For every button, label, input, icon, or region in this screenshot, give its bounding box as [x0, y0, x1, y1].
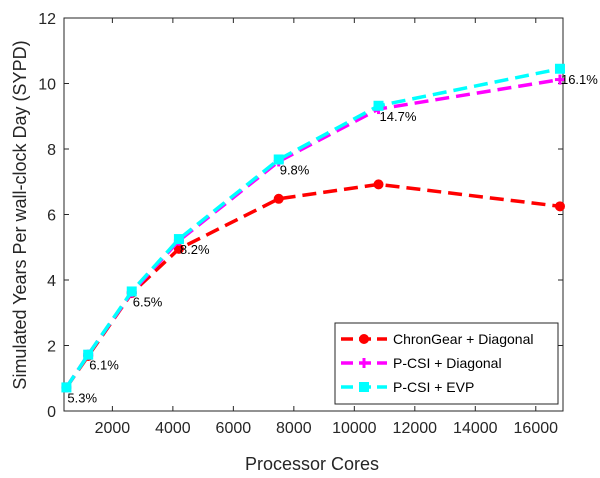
data-point	[554, 74, 565, 85]
y-tick-label: 0	[47, 404, 56, 421]
data-point	[554, 63, 565, 74]
y-axis-label: Simulated Years Per wall-clock Day (SYPD…	[10, 40, 30, 389]
x-axis-ticks: 2000 4000 6000 8000 10000 12000 14000 16000	[95, 18, 559, 437]
x-tick-label: 10000	[332, 420, 377, 437]
annotation-layer: 5.3% 6.1% 6.5% 8.2% 9.8% 14.7% 16.1%	[67, 72, 598, 406]
data-point	[273, 193, 284, 204]
data-point	[61, 382, 72, 393]
x-tick-label: 4000	[155, 420, 191, 437]
x-tick-label: 14000	[453, 420, 498, 437]
legend-label: ChronGear + Diagonal	[393, 331, 533, 347]
x-axis-label: Processor Cores	[245, 454, 379, 474]
data-point	[373, 179, 384, 190]
legend-marker	[359, 334, 369, 344]
point-annotation: 9.8%	[280, 162, 310, 177]
legend-marker	[359, 358, 369, 368]
y-tick-label: 12	[38, 11, 56, 28]
x-tick-label: 2000	[95, 420, 131, 437]
point-annotation: 16.1%	[561, 72, 598, 87]
legend-entry: P-CSI + Diagonal	[341, 355, 502, 371]
y-tick-label: 8	[47, 142, 56, 159]
point-annotation: 6.5%	[133, 294, 163, 309]
legend-entry: P-CSI + EVP	[341, 379, 474, 395]
legend: ChronGear + Diagonal P-CSI + Diagonal P-CS…	[334, 322, 559, 405]
data-point	[173, 234, 184, 245]
x-tick-label: 16000	[514, 420, 559, 437]
point-annotation: 5.3%	[67, 390, 97, 405]
legend-box	[334, 322, 559, 405]
series-p-csi-evp	[61, 63, 565, 393]
x-tick-label: 12000	[393, 420, 438, 437]
legend-label: P-CSI + EVP	[393, 379, 474, 395]
data-point	[554, 201, 565, 212]
y-tick-label: 4	[47, 273, 56, 290]
x-tick-label: 8000	[276, 420, 312, 437]
y-axis-ticks: 0 2 4 6 8 10 12	[38, 11, 563, 421]
point-annotation: 6.1%	[89, 358, 119, 373]
point-annotation: 8.2%	[180, 242, 210, 257]
x-tick-label: 6000	[216, 420, 252, 437]
data-point	[126, 286, 137, 297]
legend-entry: ChronGear + Diagonal	[341, 331, 533, 347]
data-point	[373, 100, 384, 111]
data-point	[273, 154, 284, 165]
series-layer	[61, 63, 565, 393]
legend-label: P-CSI + Diagonal	[393, 355, 502, 371]
y-tick-label: 10	[38, 77, 56, 94]
data-point	[83, 349, 94, 360]
y-tick-label: 2	[47, 339, 56, 356]
y-tick-label: 6	[47, 208, 56, 225]
point-annotation: 14.7%	[380, 109, 417, 124]
legend-marker	[359, 382, 369, 392]
